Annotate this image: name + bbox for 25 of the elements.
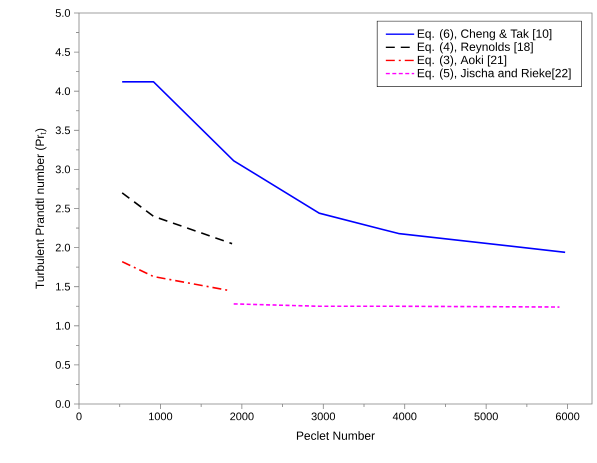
y-tick-label: 4.5 xyxy=(55,48,70,56)
legend-label: Eq. (5), Jischa and Rieke[22] xyxy=(418,68,571,80)
x-tick-label: 3000 xyxy=(312,412,336,420)
y-tick-label: 3.5 xyxy=(56,126,70,134)
y-tick-label: 2.0 xyxy=(56,244,70,252)
y-axis-title: Turbulent Prandtl number (Pr$_{t}$) xyxy=(35,128,46,289)
x-tick-label: 5000 xyxy=(474,412,498,420)
y-tick-label: 0.5 xyxy=(56,361,70,369)
y-tick-label: 0.0 xyxy=(56,400,70,408)
legend-label: Eq. (4), Reynolds [18] xyxy=(418,42,533,54)
x-tick-label: 1000 xyxy=(149,412,172,420)
x-axis-title: Peclet Number xyxy=(296,431,375,440)
legend-label: Eq. (6), Cheng & Tak [10] xyxy=(418,29,552,40)
line-series xyxy=(121,81,566,254)
x-tick-label: 4000 xyxy=(392,412,416,420)
y-tick-label: 5.0 xyxy=(56,9,70,17)
y-tick-label: 1.5 xyxy=(56,282,70,291)
x-tick-label: 2000 xyxy=(230,412,254,420)
x-tick-label: 6000 xyxy=(556,412,580,420)
x-tick-label: 0 xyxy=(76,412,82,420)
y-tick-label: 3.0 xyxy=(56,166,70,174)
y-tick-label: 2.5 xyxy=(56,204,70,212)
legend-label: Eq. (3), Aoki [21] xyxy=(418,55,506,67)
y-tick-label: 1.0 xyxy=(56,322,70,330)
y-tick-label: 4.0 xyxy=(55,87,70,96)
